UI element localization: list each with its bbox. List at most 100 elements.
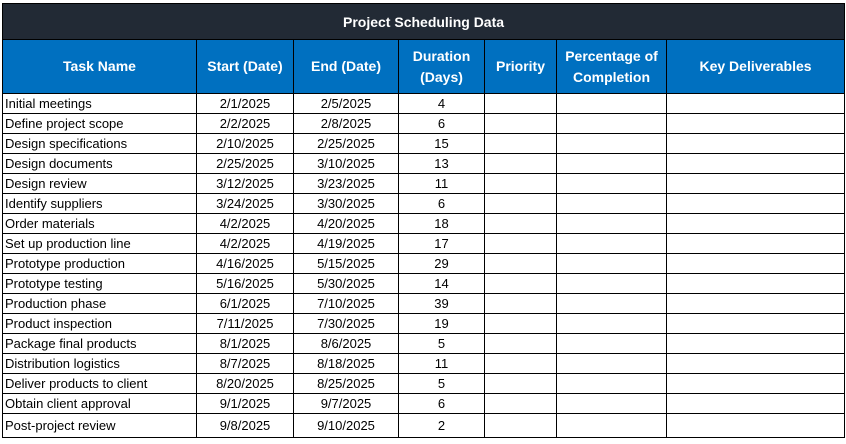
duration-cell[interactable]: 18 [398, 213, 485, 234]
priority-cell[interactable] [484, 173, 557, 194]
completion-cell[interactable] [556, 173, 667, 194]
end-date-cell[interactable]: 3/30/2025 [293, 193, 399, 214]
completion-cell[interactable] [556, 393, 667, 414]
start-date-cell[interactable]: 8/7/2025 [196, 353, 294, 374]
task-name-cell[interactable]: Post-project review [2, 413, 197, 438]
end-date-cell[interactable]: 5/15/2025 [293, 253, 399, 274]
task-name-cell[interactable]: Prototype testing [2, 273, 197, 294]
deliverables-cell[interactable] [665, 273, 846, 294]
completion-cell[interactable] [556, 93, 667, 114]
start-date-cell[interactable]: 8/20/2025 [196, 373, 294, 394]
duration-cell[interactable]: 19 [398, 313, 485, 334]
header-duration[interactable]: Duration (Days) [398, 39, 485, 94]
priority-cell[interactable] [484, 353, 557, 374]
duration-cell[interactable]: 6 [398, 393, 485, 414]
completion-cell[interactable] [556, 193, 667, 214]
start-date-cell[interactable]: 7/11/2025 [196, 313, 294, 334]
start-date-cell[interactable]: 4/2/2025 [196, 213, 294, 234]
completion-cell[interactable] [556, 353, 667, 374]
task-name-cell[interactable]: Set up production line [2, 233, 197, 254]
task-name-cell[interactable]: Deliver products to client [2, 373, 197, 394]
completion-cell[interactable] [556, 233, 667, 254]
duration-cell[interactable]: 6 [398, 113, 485, 134]
header-completion[interactable]: Percentage of Completion [556, 39, 667, 94]
task-name-cell[interactable]: Design specifications [2, 133, 197, 154]
end-date-cell[interactable]: 8/6/2025 [293, 333, 399, 354]
completion-cell[interactable] [556, 113, 667, 134]
task-name-cell[interactable]: Package final products [2, 333, 197, 354]
priority-cell[interactable] [484, 393, 557, 414]
end-date-cell[interactable]: 4/19/2025 [293, 233, 399, 254]
priority-cell[interactable] [484, 293, 557, 314]
duration-cell[interactable]: 15 [398, 133, 485, 154]
deliverables-cell[interactable] [665, 333, 846, 354]
end-date-cell[interactable]: 3/10/2025 [293, 153, 399, 174]
completion-cell[interactable] [556, 273, 667, 294]
deliverables-cell[interactable] [665, 393, 846, 414]
header-task-name[interactable]: Task Name [2, 39, 197, 94]
deliverables-cell[interactable] [665, 193, 846, 214]
end-date-cell[interactable]: 3/23/2025 [293, 173, 399, 194]
priority-cell[interactable] [484, 133, 557, 154]
priority-cell[interactable] [484, 373, 557, 394]
duration-cell[interactable]: 4 [398, 93, 485, 114]
priority-cell[interactable] [484, 153, 557, 174]
completion-cell[interactable] [556, 293, 667, 314]
completion-cell[interactable] [556, 413, 667, 438]
duration-cell[interactable]: 11 [398, 173, 485, 194]
task-name-cell[interactable]: Distribution logistics [2, 353, 197, 374]
duration-cell[interactable]: 11 [398, 353, 485, 374]
start-date-cell[interactable]: 3/24/2025 [196, 193, 294, 214]
end-date-cell[interactable]: 2/25/2025 [293, 133, 399, 154]
end-date-cell[interactable]: 2/5/2025 [293, 93, 399, 114]
end-date-cell[interactable]: 8/18/2025 [293, 353, 399, 374]
start-date-cell[interactable]: 6/1/2025 [196, 293, 294, 314]
completion-cell[interactable] [556, 333, 667, 354]
priority-cell[interactable] [484, 313, 557, 334]
start-date-cell[interactable]: 9/8/2025 [196, 413, 294, 438]
task-name-cell[interactable]: Obtain client approval [2, 393, 197, 414]
deliverables-cell[interactable] [665, 173, 846, 194]
header-end-date[interactable]: End (Date) [293, 39, 399, 94]
deliverables-cell[interactable] [665, 293, 846, 314]
completion-cell[interactable] [556, 313, 667, 334]
deliverables-cell[interactable] [665, 253, 846, 274]
task-name-cell[interactable]: Identify suppliers [2, 193, 197, 214]
end-date-cell[interactable]: 9/10/2025 [293, 413, 399, 438]
header-deliverables[interactable]: Key Deliverables [665, 39, 846, 94]
deliverables-cell[interactable] [665, 133, 846, 154]
header-priority[interactable]: Priority [484, 39, 557, 94]
start-date-cell[interactable]: 4/2/2025 [196, 233, 294, 254]
header-start-date[interactable]: Start (Date) [196, 39, 294, 94]
start-date-cell[interactable]: 2/1/2025 [196, 93, 294, 114]
start-date-cell[interactable]: 3/12/2025 [196, 173, 294, 194]
duration-cell[interactable]: 17 [398, 233, 485, 254]
task-name-cell[interactable]: Design review [2, 173, 197, 194]
end-date-cell[interactable]: 7/10/2025 [293, 293, 399, 314]
priority-cell[interactable] [484, 213, 557, 234]
start-date-cell[interactable]: 8/1/2025 [196, 333, 294, 354]
duration-cell[interactable]: 29 [398, 253, 485, 274]
start-date-cell[interactable]: 5/16/2025 [196, 273, 294, 294]
deliverables-cell[interactable] [665, 153, 846, 174]
table-title[interactable]: Project Scheduling Data [1, 3, 846, 40]
priority-cell[interactable] [484, 93, 557, 114]
duration-cell[interactable]: 2 [398, 413, 485, 438]
start-date-cell[interactable]: 4/16/2025 [196, 253, 294, 274]
deliverables-cell[interactable] [665, 233, 846, 254]
deliverables-cell[interactable] [665, 113, 846, 134]
completion-cell[interactable] [556, 153, 667, 174]
completion-cell[interactable] [556, 253, 667, 274]
task-name-cell[interactable]: Order materials [2, 213, 197, 234]
end-date-cell[interactable]: 7/30/2025 [293, 313, 399, 334]
duration-cell[interactable]: 5 [398, 373, 485, 394]
end-date-cell[interactable]: 9/7/2025 [293, 393, 399, 414]
completion-cell[interactable] [556, 373, 667, 394]
completion-cell[interactable] [556, 213, 667, 234]
start-date-cell[interactable]: 9/1/2025 [196, 393, 294, 414]
priority-cell[interactable] [484, 113, 557, 134]
start-date-cell[interactable]: 2/25/2025 [196, 153, 294, 174]
duration-cell[interactable]: 6 [398, 193, 485, 214]
deliverables-cell[interactable] [665, 413, 846, 438]
start-date-cell[interactable]: 2/2/2025 [196, 113, 294, 134]
